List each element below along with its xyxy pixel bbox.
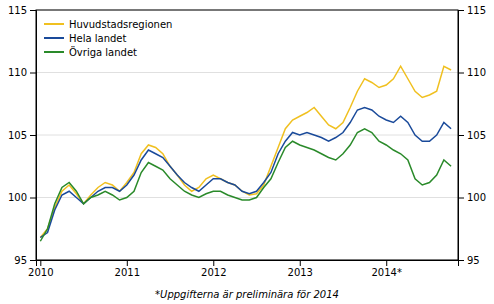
- x-tick-mark: [127, 260, 128, 266]
- footnote: *Uppgifterna är preliminära för 2014: [155, 289, 339, 300]
- y2-tick-mark: [458, 260, 464, 261]
- legend-swatch: [44, 37, 64, 39]
- lines: [40, 66, 451, 241]
- legend-item: Hela landet: [44, 33, 127, 44]
- legend-label: Huvudstadsregionen: [69, 19, 172, 30]
- y2-tick: 95: [458, 255, 480, 266]
- y2-tick: 115: [458, 5, 486, 16]
- y2-tick: 110: [458, 67, 486, 78]
- grid-line: [36, 72, 458, 73]
- legend-label: Övriga landet: [69, 46, 137, 58]
- x-tick-label: 2013: [288, 267, 313, 278]
- y-tick: 105: [8, 130, 36, 141]
- x-tick-mark: [300, 260, 301, 266]
- y-tick-mark: [30, 10, 36, 11]
- legend-swatch: [44, 23, 64, 25]
- y2-axis: 95 100 105 110 115: [458, 5, 486, 266]
- series-line: [40, 108, 451, 238]
- legend-item: Huvudstadsregionen: [44, 19, 172, 30]
- y2-tick-label: 115: [467, 5, 486, 16]
- y-axis: 95 100 105 110 115: [8, 5, 37, 266]
- y2-tick-label: 95: [467, 255, 480, 266]
- grid-line: [36, 197, 458, 198]
- y2-tick-mark: [458, 198, 464, 199]
- y2-tick-mark: [458, 10, 464, 11]
- x-tick: 2010: [28, 260, 53, 278]
- y2-tick-label: 100: [467, 192, 486, 203]
- y-axis-line: [30, 11, 37, 261]
- y-tick: 115: [8, 5, 36, 16]
- y-tick-label: 115: [8, 5, 27, 16]
- x-tick: 2013: [288, 260, 313, 278]
- x-tick-label: 2014*: [371, 267, 401, 278]
- plot: 2010 2011 2012 2013 2014* 95 100 105 110 115 95 100…: [8, 5, 486, 278]
- y-tick-mark: [30, 260, 36, 261]
- y-tick-label: 100: [8, 192, 27, 203]
- y-tick: 100: [8, 192, 36, 203]
- x-tick-mark: [213, 260, 214, 266]
- x-tick-label: 2010: [28, 267, 53, 278]
- chart: 2010 2011 2012 2013 2014* 95 100 105 110 115 95 100…: [0, 0, 494, 304]
- y-tick-mark: [30, 198, 36, 199]
- y-tick-mark: [30, 73, 36, 74]
- x-axis: 2010 2011 2012 2013 2014*: [28, 260, 458, 278]
- x-tick: 2011: [115, 260, 140, 278]
- y2-tick-label: 110: [467, 67, 486, 78]
- y-tick-label: 110: [8, 67, 27, 78]
- series-line: [40, 129, 451, 242]
- y2-tick-mark: [458, 135, 464, 136]
- y2-tick: 100: [458, 192, 486, 203]
- y2-tick-mark: [458, 73, 464, 74]
- y-tick-label: 105: [8, 130, 27, 141]
- y2-tick: 105: [458, 130, 486, 141]
- y-tick-label: 95: [14, 255, 27, 266]
- grid: [36, 10, 458, 260]
- y-tick-mark: [30, 135, 36, 136]
- y2-tick-label: 105: [467, 130, 486, 141]
- x-tick-mark: [386, 260, 387, 266]
- legend-swatch: [44, 51, 64, 53]
- series-line: [40, 66, 451, 237]
- x-tick: 2014*: [371, 260, 401, 278]
- legend-item: Övriga landet: [44, 46, 137, 58]
- y-tick: 95: [14, 255, 36, 266]
- plot-frame: [36, 10, 458, 260]
- legend: Huvudstadsregionen Hela landet Övriga land…: [44, 19, 172, 58]
- legend-label: Hela landet: [69, 33, 127, 44]
- x-axis-line: [37, 261, 459, 267]
- x-tick-label: 2012: [201, 267, 226, 278]
- grid-line: [36, 135, 458, 136]
- x-tick-label: 2011: [115, 267, 140, 278]
- y-tick: 110: [8, 67, 36, 78]
- x-tick: 2012: [201, 260, 226, 278]
- y2-axis-line: [459, 11, 465, 261]
- x-tick-mark: [40, 260, 41, 266]
